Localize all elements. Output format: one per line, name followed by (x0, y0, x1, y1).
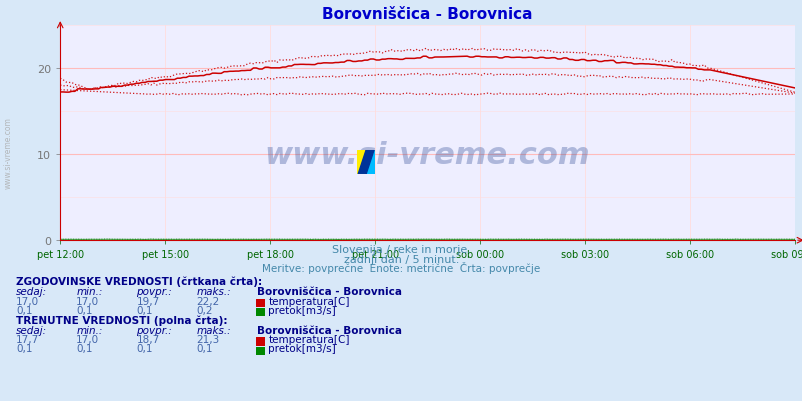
Text: 0,1: 0,1 (196, 343, 213, 353)
Text: sedaj:: sedaj: (16, 287, 47, 297)
Text: Borovniščica - Borovnica: Borovniščica - Borovnica (257, 287, 402, 297)
Text: www.si-vreme.com: www.si-vreme.com (265, 140, 589, 169)
Text: 0,1: 0,1 (136, 305, 153, 315)
Title: Borovniščica - Borovnica: Borovniščica - Borovnica (322, 7, 533, 22)
Text: min.:: min.: (76, 287, 103, 297)
Text: 17,0: 17,0 (76, 296, 99, 306)
Text: 19,7: 19,7 (136, 296, 160, 306)
Text: maks.:: maks.: (196, 325, 231, 335)
Text: 0,1: 0,1 (16, 305, 33, 315)
Text: min.:: min.: (76, 325, 103, 335)
Text: sedaj:: sedaj: (16, 325, 47, 335)
Text: TRENUTNE VREDNOSTI (polna črta):: TRENUTNE VREDNOSTI (polna črta): (16, 314, 227, 325)
Text: 21,3: 21,3 (196, 334, 220, 344)
Text: Borovniščica - Borovnica: Borovniščica - Borovnica (257, 325, 402, 335)
Text: 0,2: 0,2 (196, 305, 213, 315)
Text: pretok[m3/s]: pretok[m3/s] (268, 305, 335, 315)
Polygon shape (358, 150, 374, 174)
Text: 0,1: 0,1 (136, 343, 153, 353)
Text: 18,7: 18,7 (136, 334, 160, 344)
Text: www.si-vreme.com: www.si-vreme.com (3, 117, 13, 188)
Text: 17,0: 17,0 (16, 296, 39, 306)
Text: temperatura[C]: temperatura[C] (268, 296, 349, 306)
Text: 17,7: 17,7 (16, 334, 39, 344)
Text: maks.:: maks.: (196, 287, 231, 297)
Text: Meritve: povprečne  Enote: metrične  Črta: povprečje: Meritve: povprečne Enote: metrične Črta:… (262, 261, 540, 273)
Bar (366, 150, 375, 174)
Text: 17,0: 17,0 (76, 334, 99, 344)
Text: ZGODOVINSKE VREDNOSTI (črtkana črta):: ZGODOVINSKE VREDNOSTI (črtkana črta): (16, 276, 262, 287)
Text: temperatura[C]: temperatura[C] (268, 334, 349, 344)
Text: zadnji dan / 5 minut.: zadnji dan / 5 minut. (343, 254, 459, 264)
Text: 0,1: 0,1 (76, 305, 93, 315)
Text: Slovenija / reke in morje.: Slovenija / reke in morje. (332, 245, 470, 255)
Text: povpr.:: povpr.: (136, 325, 172, 335)
Text: povpr.:: povpr.: (136, 287, 172, 297)
Text: 0,1: 0,1 (76, 343, 93, 353)
Bar (357, 150, 366, 174)
Text: pretok[m3/s]: pretok[m3/s] (268, 343, 335, 353)
Text: 0,1: 0,1 (16, 343, 33, 353)
Text: 22,2: 22,2 (196, 296, 220, 306)
